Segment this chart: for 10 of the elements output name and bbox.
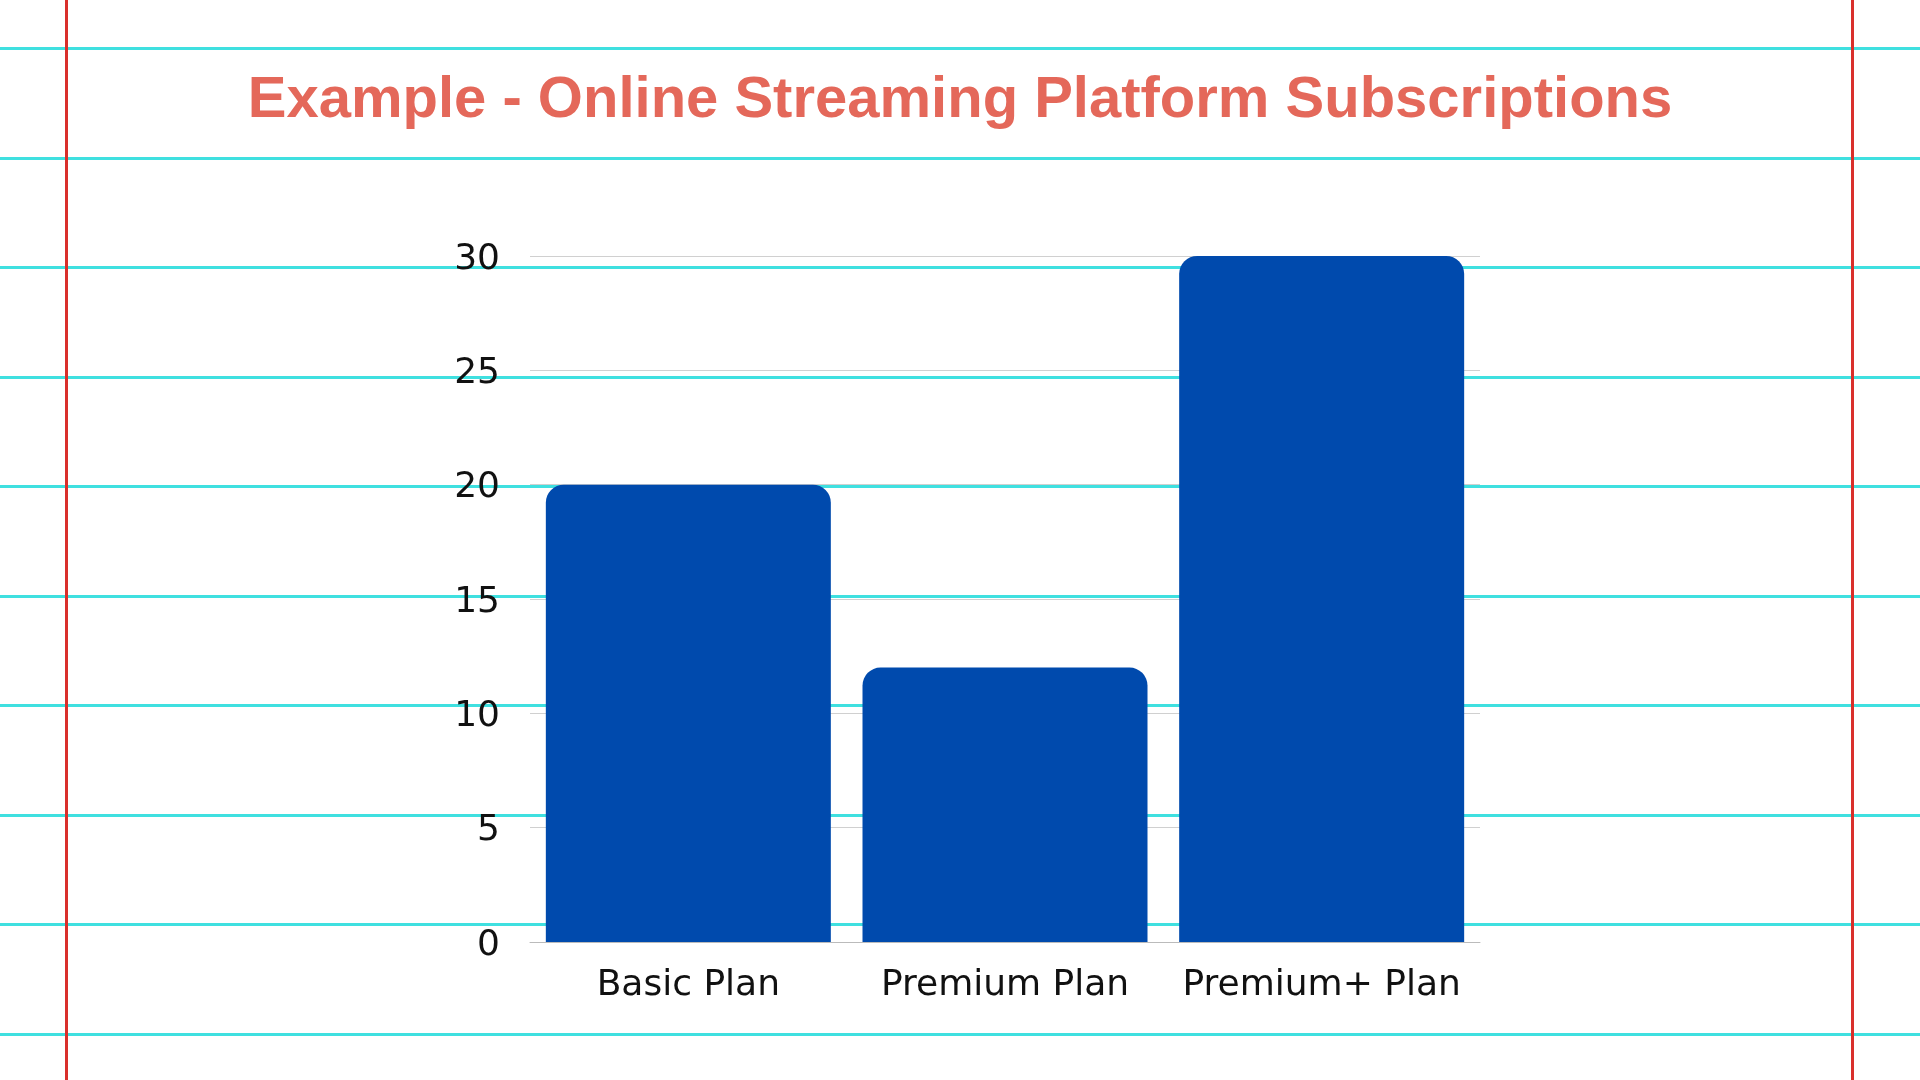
x-tick-label: Premium Plan bbox=[880, 961, 1130, 1003]
bar bbox=[1179, 256, 1465, 942]
bar bbox=[862, 667, 1148, 942]
chart-title: Example - Online Streaming Platform Subscriptions bbox=[247, 63, 1673, 129]
y-tick-label: 0 bbox=[477, 921, 500, 963]
y-tick-label: 5 bbox=[477, 807, 500, 849]
x-tick-label: Premium+ Plan bbox=[1182, 961, 1461, 1003]
x-tick-label: Basic Plan bbox=[596, 961, 781, 1003]
bar bbox=[545, 484, 831, 942]
y-tick-label: 30 bbox=[454, 235, 500, 277]
